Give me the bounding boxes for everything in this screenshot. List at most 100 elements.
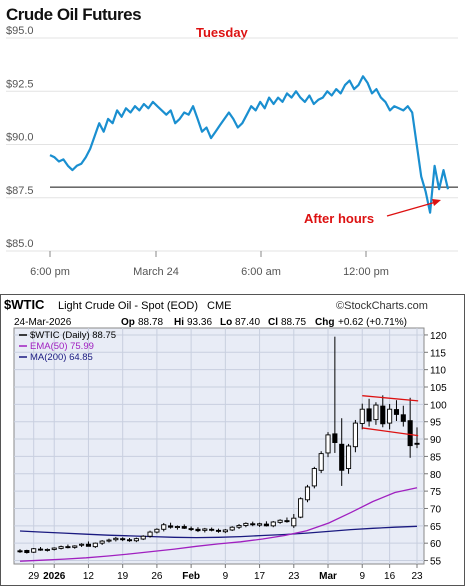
candle-body <box>147 531 153 537</box>
candle-body <box>222 529 228 533</box>
candle-body <box>400 414 406 422</box>
candle-body <box>339 443 345 471</box>
candle-body <box>181 526 187 529</box>
candle-body <box>236 525 242 528</box>
candle-body <box>229 526 235 531</box>
y-tick-label: $90.0 <box>6 132 34 144</box>
y-tick-label: 85 <box>430 452 442 463</box>
close-value: 88.75 <box>281 317 306 328</box>
x-axis-ticks: 29 2026 12 19 26 Feb 9 17 23 Mar 9 16 23 <box>28 564 423 582</box>
candle-body <box>366 408 372 422</box>
x-tick-label: 12:00 pm <box>343 266 389 278</box>
x-tick-label: 23 <box>288 571 300 582</box>
candle-body <box>209 528 215 531</box>
y-tick-label: 55 <box>430 557 442 568</box>
low-value: 87.40 <box>235 317 260 328</box>
watermark: ©StockCharts.com <box>336 300 428 312</box>
channel-lower <box>362 427 419 437</box>
candle-body <box>332 433 338 443</box>
x-axis-ticks: 6:00 pm March 24 6:00 am 12:00 pm <box>30 251 389 278</box>
legend-entry: MA(200) 64.85 <box>30 352 93 363</box>
y-tick-label: $92.5 <box>6 78 34 90</box>
candle-body <box>154 528 160 533</box>
y-tick-label: $87.5 <box>6 185 34 197</box>
candle-body <box>188 528 194 531</box>
x-tick-label: 6:00 pm <box>30 266 70 278</box>
tuesday-annotation: Tuesday <box>196 25 249 40</box>
y-tick-label: 115 <box>430 348 446 359</box>
candle-body <box>65 546 71 549</box>
y-tick-label: 105 <box>430 383 447 394</box>
x-tick-label: 23 <box>411 571 423 582</box>
y-axis-ticks: 55 60 65 70 75 80 85 90 95 100 105 110 115 120 <box>424 331 447 568</box>
change-value: +0.62 (+0.71%) <box>338 317 407 328</box>
y-tick-label: 60 <box>430 539 442 550</box>
candle-body <box>133 538 139 542</box>
gridlines <box>14 328 424 564</box>
y-axis-ticks: $95.0 $92.5 $90.0 $87.5 $85.0 <box>6 25 34 250</box>
candle-body <box>263 523 269 527</box>
candle-body <box>346 445 352 470</box>
exchange: CME <box>207 300 231 312</box>
y-tick-label: $85.0 <box>6 238 34 250</box>
candle-body <box>85 543 91 547</box>
ohlc-header: Op 88.78 Hi 93.36 Lo 87.40 Cl 88.75 Chg … <box>121 317 407 328</box>
y-tick-label: 90 <box>430 435 442 446</box>
candle-body <box>72 545 78 548</box>
x-tick-label: 6:00 am <box>241 266 281 278</box>
price-line <box>49 75 450 214</box>
candle-body <box>250 523 256 526</box>
candle-body <box>58 546 64 549</box>
x-tick-label: 29 <box>28 571 40 582</box>
candle-body <box>113 537 119 541</box>
x-tick-label: 16 <box>384 571 396 582</box>
candle-body <box>380 405 386 425</box>
candle-body <box>318 453 324 471</box>
after-hours-annotation: After hours <box>304 211 374 226</box>
candle-body <box>37 548 44 551</box>
candle-body <box>291 517 297 527</box>
candle-body <box>393 409 400 415</box>
x-tick-label: Feb <box>182 571 200 582</box>
y-tick-label: 70 <box>430 504 442 515</box>
channel-upper <box>362 395 419 402</box>
candle-body <box>284 520 290 523</box>
open-label: Op <box>121 317 135 328</box>
candle-body <box>215 529 222 532</box>
candle-body <box>304 486 311 501</box>
candle-body <box>99 540 105 544</box>
y-tick-label: 100 <box>430 400 447 411</box>
x-tick-label: 2026 <box>43 571 66 582</box>
after-hours-arrowhead <box>432 199 441 206</box>
candle-body <box>161 524 167 530</box>
candle-body <box>325 434 331 454</box>
candle-body <box>387 408 393 424</box>
candle-body <box>311 468 317 487</box>
candle-body <box>31 548 37 553</box>
y-tick-label: 95 <box>430 418 442 429</box>
candle-body <box>51 547 57 550</box>
candle-body <box>373 404 379 421</box>
x-tick-label: 12 <box>83 571 95 582</box>
candle-body <box>17 550 23 553</box>
y-tick-label: $95.0 <box>6 25 34 37</box>
candle-body <box>243 522 249 526</box>
candle-body <box>277 519 283 523</box>
candle-body <box>298 498 304 518</box>
after-hours-arrow <box>386 201 437 217</box>
chart-title: Crude Oil Futures <box>6 5 141 24</box>
instrument-name: Light Crude Oil - Spot (EOD) <box>58 300 198 312</box>
x-tick-label: March 24 <box>133 266 179 278</box>
candle-body <box>352 422 358 448</box>
high-value: 93.36 <box>187 317 212 328</box>
candle-body <box>140 535 146 540</box>
ma200-line <box>19 525 418 539</box>
candle-body <box>414 442 420 445</box>
x-tick-label: 9 <box>359 571 365 582</box>
close-label: Cl <box>268 317 278 328</box>
candlesticks <box>17 336 420 554</box>
legend-entry: $WTIC (Daily) 88.75 <box>30 330 116 341</box>
candle-body <box>359 408 365 424</box>
x-tick-label: Mar <box>319 571 337 582</box>
candle-body <box>79 543 85 546</box>
